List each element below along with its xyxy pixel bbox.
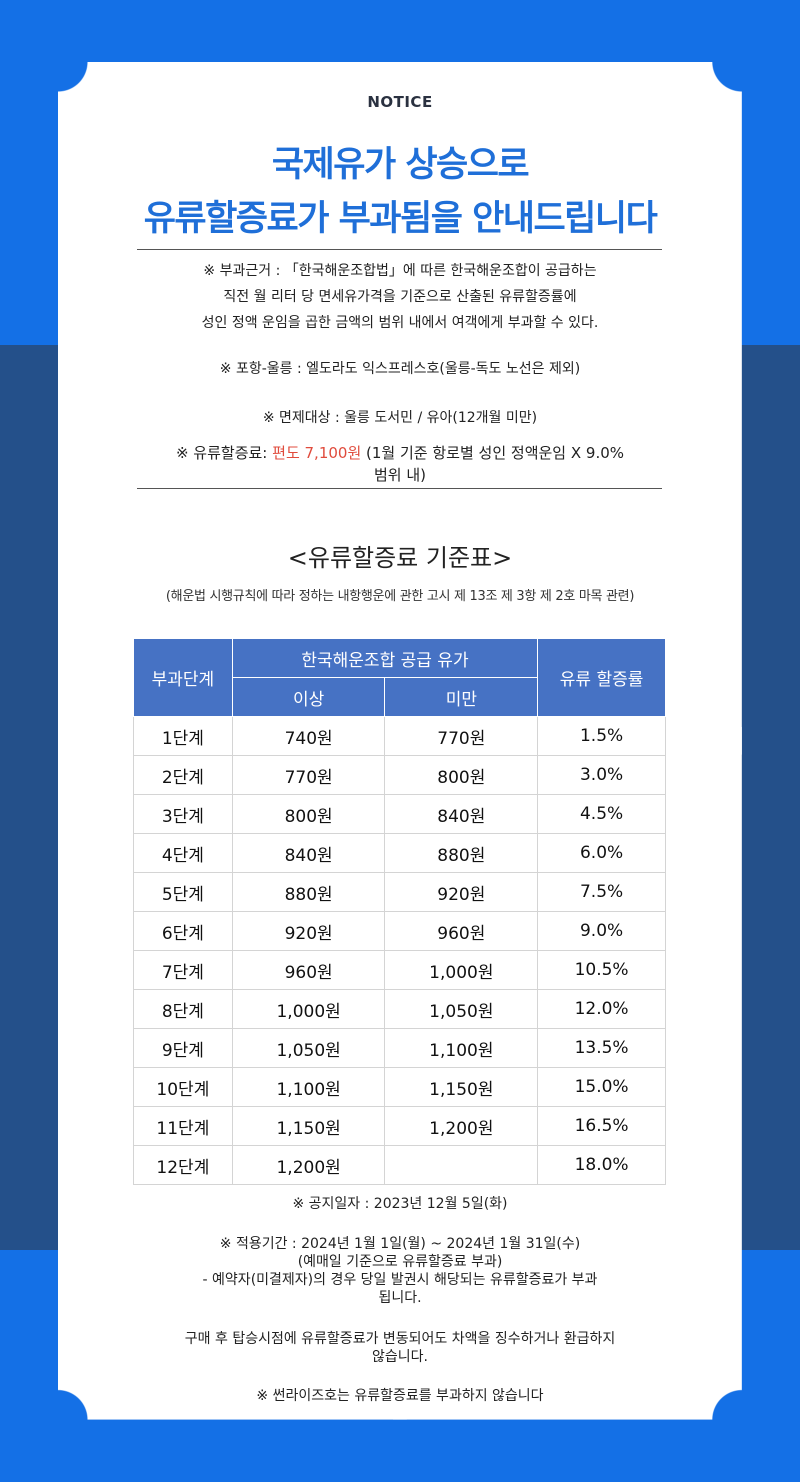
period-line: 됩니다. [378, 1290, 422, 1306]
basis-line: ※ 부과근거 : 「한국해운조합법」에 따른 한국해운조합이 공급하는 [203, 263, 597, 279]
cell-rate: 15.0% [537, 1067, 666, 1107]
table-row: 5단계 880원 920원 7.5% [133, 872, 666, 912]
cell-max [384, 1145, 539, 1185]
cell-max: 960원 [384, 911, 539, 951]
period-line: ※ 적용기간 : 2024년 1월 1일(월) ~ 2024년 1월 31일(수… [219, 1236, 581, 1252]
table-row: 1단계 740원 770원 1.5% [133, 716, 666, 756]
surcharge-prefix: ※ 유류할증료: [175, 444, 273, 462]
header-price: 한국해운조합 공급 유가 [231, 638, 539, 678]
cell-stage: 8단계 [133, 989, 233, 1029]
surcharge-line-1: ※ 유류할증료: 편도 7,100원 (1월 기준 항로별 성인 정액운임 X … [0, 442, 800, 464]
basis-line: 성인 정액 운임을 곱한 금액의 범위 내에서 여객에게 부과할 수 있다. [201, 315, 599, 331]
surcharge-info: ※ 유류할증료: 편도 7,100원 (1월 기준 항로별 성인 정액운임 X … [0, 442, 800, 486]
cell-rate: 7.5% [537, 872, 666, 912]
cell-min: 800원 [231, 794, 386, 834]
cell-min: 880원 [231, 872, 386, 912]
cell-rate: 12.0% [537, 989, 666, 1029]
table-row: 4단계 840원 880원 6.0% [133, 833, 666, 873]
table-row: 9단계 1,050원 1,100원 13.5% [133, 1028, 666, 1068]
table-row: 12단계 1,200원 18.0% [133, 1145, 666, 1185]
table-subtitle: (해운법 시행규칙에 따라 정하는 내항행운에 관한 고시 제 13조 제 3항… [165, 589, 635, 604]
notice-date: ※ 공지일자 : 2023년 12월 5일(화) [292, 1196, 508, 1212]
cell-max: 1,100원 [384, 1028, 539, 1068]
table-row: 11단계 1,150원 1,200원 16.5% [133, 1106, 666, 1146]
cell-rate: 10.5% [537, 950, 666, 990]
surcharge-table: 부과단계 한국해운조합 공급 유가 유류 할증률 이상 미만 1단계 740원 77… [133, 638, 666, 1185]
cell-min: 1,000원 [231, 989, 386, 1029]
cell-min: 1,150원 [231, 1106, 386, 1146]
divider-bottom [137, 488, 662, 489]
cell-stage: 9단계 [133, 1028, 233, 1068]
cell-min: 770원 [231, 755, 386, 795]
title-line-1: 국제유가 상승으로 [271, 145, 530, 185]
period-text: ※ 적용기간 : 2024년 1월 1일(월) ~ 2024년 1월 31일(수… [0, 1235, 800, 1307]
table-row: 7단계 960원 1,000원 10.5% [133, 950, 666, 990]
surcharge-suffix: (1월 기준 항로별 성인 정액운임 X 9.0% [361, 444, 625, 462]
cell-stage: 11단계 [133, 1106, 233, 1146]
cell-min: 1,050원 [231, 1028, 386, 1068]
cell-stage: 7단계 [133, 950, 233, 990]
cell-stage: 6단계 [133, 911, 233, 951]
cell-stage: 12단계 [133, 1145, 233, 1185]
header-rate: 유류 할증률 [537, 638, 666, 717]
cell-rate: 18.0% [537, 1145, 666, 1185]
cell-stage: 3단계 [133, 794, 233, 834]
cell-stage: 4단계 [133, 833, 233, 873]
table-row: 3단계 800원 840원 4.5% [133, 794, 666, 834]
cell-rate: 9.0% [537, 911, 666, 951]
cell-min: 740원 [231, 716, 386, 756]
cell-min: 840원 [231, 833, 386, 873]
cell-max: 800원 [384, 755, 539, 795]
cell-rate: 16.5% [537, 1106, 666, 1146]
cell-max: 770원 [384, 716, 539, 756]
cell-max: 1,050원 [384, 989, 539, 1029]
header-max: 미만 [384, 677, 539, 717]
cell-rate: 3.0% [537, 755, 666, 795]
period-line: - 예약자(미결제자)의 경우 당일 발권시 해당되는 유류할증료가 부과 [202, 1272, 598, 1288]
basis-text: ※ 부과근거 : 「한국해운조합법」에 따른 한국해운조합이 공급하는 직전 월… [0, 258, 800, 336]
cell-rate: 13.5% [537, 1028, 666, 1068]
cell-min: 1,100원 [231, 1067, 386, 1107]
cell-min: 1,200원 [231, 1145, 386, 1185]
period-line: (예매일 기준으로 유류할증료 부과) [297, 1254, 503, 1270]
header-min: 이상 [231, 677, 386, 717]
refund-line: 않습니다. [372, 1349, 428, 1365]
cell-min: 920원 [231, 911, 386, 951]
table-row: 8단계 1,000원 1,050원 12.0% [133, 989, 666, 1029]
cell-max: 840원 [384, 794, 539, 834]
cell-max: 1,200원 [384, 1106, 539, 1146]
divider-top [137, 249, 662, 250]
table-row: 2단계 770원 800원 3.0% [133, 755, 666, 795]
table-row: 6단계 920원 960원 9.0% [133, 911, 666, 951]
cell-rate: 1.5% [537, 716, 666, 756]
cell-max: 920원 [384, 872, 539, 912]
title-line-2: 유류할증료가 부과됨을 안내드립니다 [143, 199, 658, 239]
cell-stage: 1단계 [133, 716, 233, 756]
route-line: ※ 포항-울릉 : 엘도라도 익스프레스호(울릉-독도 노선은 제외) [219, 361, 581, 377]
cell-max: 880원 [384, 833, 539, 873]
sunrise-line: ※ 썬라이즈호는 유류할증료를 부과하지 않습니다 [256, 1388, 544, 1404]
cell-rate: 6.0% [537, 833, 666, 873]
cell-max: 1,000원 [384, 950, 539, 990]
cell-stage: 10단계 [133, 1067, 233, 1107]
cell-rate: 4.5% [537, 794, 666, 834]
surcharge-amount: 편도 7,100원 [272, 444, 362, 462]
table-title: <유류할증료 기준표> [287, 544, 513, 572]
cell-max: 1,150원 [384, 1067, 539, 1107]
surcharge-line-2: 범위 내) [373, 466, 427, 484]
table-row: 10단계 1,100원 1,150원 15.0% [133, 1067, 666, 1107]
refund-line: 구매 후 탑승시점에 유류할증료가 변동되어도 차액을 징수하거나 환급하지 [184, 1331, 616, 1347]
notice-label: NOTICE [367, 93, 433, 111]
exempt-line: ※ 면제대상 : 울릉 도서민 / 유아(12개월 미만) [262, 410, 538, 426]
cell-min: 960원 [231, 950, 386, 990]
refund-text: 구매 후 탑승시점에 유류할증료가 변동되어도 차액을 징수하거나 환급하지 않… [0, 1330, 800, 1366]
header-stage: 부과단계 [133, 638, 233, 717]
basis-line: 직전 월 리터 당 면세유가격을 기준으로 산출된 유류할증률에 [223, 289, 577, 305]
cell-stage: 5단계 [133, 872, 233, 912]
cell-stage: 2단계 [133, 755, 233, 795]
